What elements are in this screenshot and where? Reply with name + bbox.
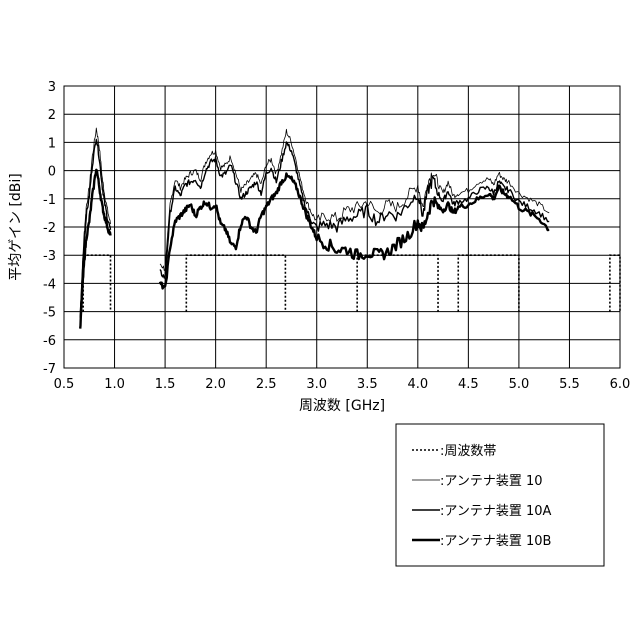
x-axis-label: 周波数 [GHz]	[299, 398, 385, 414]
legend-label-antenna-10a: :アンテナ装置 10A	[440, 504, 552, 519]
legend-label-antenna-10b: :アンテナ装置 10B	[440, 534, 551, 549]
series-antenna-10b	[80, 170, 110, 329]
y-tick-label: 1	[48, 136, 56, 151]
series-lines	[80, 128, 549, 329]
y-axis-label: 平均ゲイン [dBi]	[8, 173, 24, 280]
plot-grid	[64, 86, 620, 368]
y-tick-label: -7	[43, 362, 56, 377]
legend: :周波数帯 :アンテナ装置 10 :アンテナ装置 10A :アンテナ装置 10B	[396, 424, 604, 566]
y-tick-label: -1	[43, 193, 56, 208]
y-tick-label: 3	[48, 80, 56, 95]
x-tick-label: 5.0	[509, 377, 530, 392]
y-tick-label: 2	[48, 108, 56, 123]
x-tick-label: 4.0	[407, 377, 428, 392]
y-tick-label: -6	[43, 334, 56, 349]
legend-label-antenna-10: :アンテナ装置 10	[440, 474, 543, 489]
x-tick-label: 2.5	[256, 377, 277, 392]
x-tick-label: 4.5	[458, 377, 479, 392]
x-tick-label: 0.5	[54, 377, 75, 392]
x-tick-label: 5.5	[559, 377, 580, 392]
y-tick-label: 0	[48, 165, 56, 180]
x-tick-label: 3.0	[306, 377, 327, 392]
legend-label-frequency-band: :周波数帯	[440, 444, 496, 459]
y-tick-label: -3	[43, 249, 56, 264]
y-tick-label: -4	[43, 277, 56, 292]
x-tick-label: 6.0	[610, 377, 631, 392]
x-tick-labels: 0.5 1.0 1.5 2.0 2.5 3.0 3.5 4.0 4.5 5.0 5.5 6.0	[54, 377, 631, 392]
x-tick-label: 3.5	[357, 377, 378, 392]
y-tick-labels: 3 2 1 0 -1 -2 -3 -4 -5 -6 -7	[43, 80, 56, 377]
series-antenna-10a	[80, 140, 110, 318]
x-tick-label: 2.0	[205, 377, 226, 392]
x-tick-label: 1.5	[155, 377, 176, 392]
x-tick-label: 1.0	[104, 377, 125, 392]
y-tick-label: -5	[43, 306, 56, 321]
y-tick-label: -2	[43, 221, 56, 236]
